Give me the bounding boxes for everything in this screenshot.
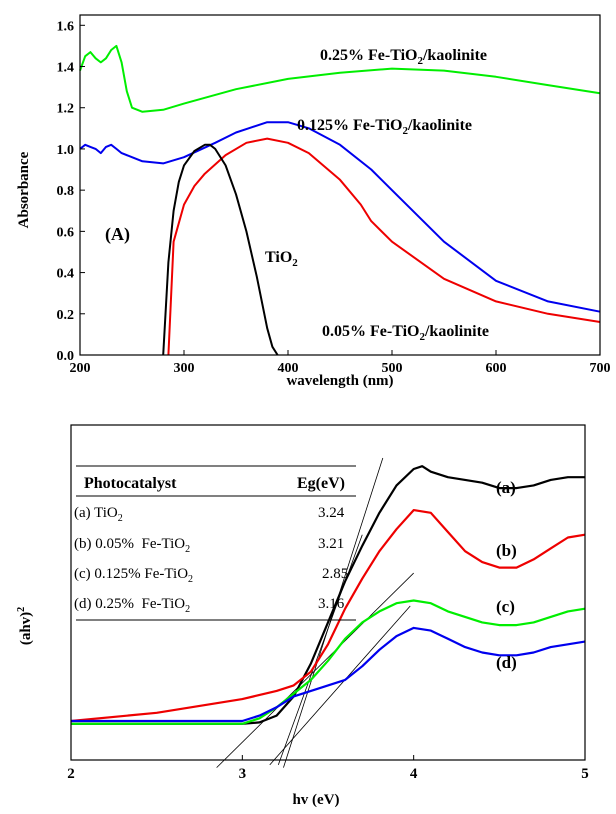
x-tick-label: 300 <box>174 361 195 376</box>
panel-a-x-axis-label: wavelength (nm) <box>286 373 393 389</box>
series-line-0-05-fe-tio2-kaolinite <box>167 137 601 356</box>
panel-b-plot-frame <box>70 424 586 761</box>
series-line-a <box>71 465 585 725</box>
table-row-value: 3.24 <box>318 505 345 521</box>
x-tick-label: 2 <box>67 766 75 782</box>
x-tick-label: 3 <box>239 766 247 782</box>
table-row-label: (c) 0.125% Fe-TiO2 <box>74 566 193 585</box>
y-tick-label: 0.4 <box>57 267 75 282</box>
panel-a-plot-frame <box>79 14 601 356</box>
y-tick-label: 0.8 <box>57 184 75 199</box>
x-tick-label: 400 <box>278 361 299 376</box>
y-tick-label: 1.4 <box>57 61 75 76</box>
panel-b-series-group <box>70 465 586 725</box>
series-line-0-25-fe-tio2-kaolinite <box>79 44 601 113</box>
panel-a-y-ticks: 0.0 0.2 0.4 0.6 0.8 1.0 1.2 1.4 1.6 <box>57 19 85 364</box>
table-header-eg: Eg(eV) <box>297 475 345 492</box>
y-tick-label: 1.2 <box>57 102 75 117</box>
x-tick-label: 600 <box>486 361 507 376</box>
table-header-photocatalyst: Photocatalyst <box>84 475 177 492</box>
y-tick-label: 0.2 <box>57 308 75 323</box>
curve-label-a: (a) <box>496 478 516 497</box>
table-row-label: (d) 0.25% Fe-TiO2 <box>74 596 190 615</box>
tangent-line <box>277 534 363 766</box>
series-label-025: 0.25% Fe-TiO2/kaolinite <box>320 47 487 67</box>
y-tick-label: 0.0 <box>57 349 75 364</box>
table-row-value: 2.85 <box>322 566 348 582</box>
tangent-line <box>216 572 414 768</box>
curve-label-d: (d) <box>496 653 517 672</box>
series-line-b <box>70 509 586 723</box>
curve-label-b: (b) <box>496 541 517 560</box>
x-tick-label: 200 <box>70 361 91 376</box>
panel-b-chart: 2 3 4 5 hv (eV) (ahv)2 (a) (b) (c) (d) Phot… <box>16 424 589 808</box>
x-tick-label: 700 <box>590 361 611 376</box>
table-row-label: (a) TiO2 <box>74 505 123 524</box>
series-line-0-125-fe-tio2-kaolinite <box>79 121 601 313</box>
series-line-d <box>71 626 586 723</box>
series-label-tio2: TiO2 <box>265 249 298 269</box>
y-tick-label: 0.6 <box>57 225 75 240</box>
series-label-0125: 0.125% Fe-TiO2/kaolinite <box>297 117 472 137</box>
panel-a-series-group <box>79 44 601 356</box>
table-row-value: 3.16 <box>318 596 345 612</box>
panel-b-x-axis-label: hv (eV) <box>292 792 339 808</box>
tangent-line <box>269 605 411 766</box>
x-tick-label: 4 <box>410 766 418 782</box>
series-line-tio2 <box>162 143 279 356</box>
panel-a-y-axis-label: Absorbance <box>16 151 32 228</box>
panel-b-y-axis-label: (ahv)2 <box>16 607 34 645</box>
x-tick-label: 5 <box>581 766 589 782</box>
x-tick-label: 500 <box>382 361 403 376</box>
curve-label-c: (c) <box>496 597 515 616</box>
series-label-005: 0.05% Fe-TiO2/kaolinite <box>322 323 489 343</box>
y-tick-label: 1.6 <box>57 19 75 34</box>
y-tick-label: 1.0 <box>57 143 75 158</box>
band-gap-table: Photocatalyst Eg(eV) (a) TiO2 3.24 (b) 0… <box>74 465 356 621</box>
panel-a-chart: 200 300 400 500 600 700 0.0 0.2 0.4 0.6 0.8 1.0 1.2… <box>16 14 611 389</box>
table-row-label: (b) 0.05% Fe-TiO2 <box>74 536 190 555</box>
table-row-value: 3.21 <box>318 536 344 552</box>
panel-b-x-ticks: 2 3 4 5 <box>67 755 589 782</box>
panel-a-label: (A) <box>105 224 130 245</box>
panel-a-x-ticks: 200 300 400 500 600 700 <box>70 350 611 376</box>
